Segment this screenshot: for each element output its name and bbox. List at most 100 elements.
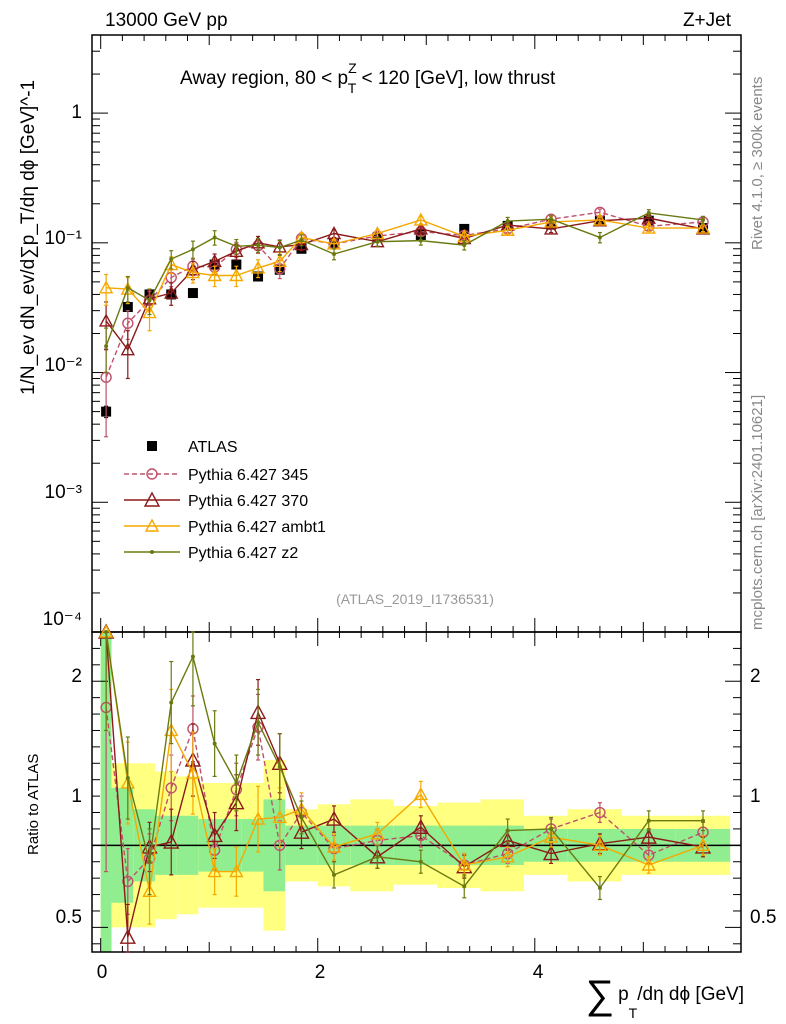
- data-point: [412, 818, 430, 834]
- series-line-pythia-6-427-370: [105, 217, 704, 352]
- ratio-y-tick-label-right-1: 1: [750, 786, 761, 807]
- y-tick-label-1e-2: 10⁻²: [45, 355, 83, 376]
- data-point: [594, 806, 606, 819]
- data-point: [332, 872, 337, 877]
- data-point: [542, 845, 560, 861]
- data-point: [646, 818, 651, 823]
- data-point: [370, 826, 385, 840]
- data-point: [234, 780, 239, 785]
- data-point: [142, 305, 157, 319]
- data-point: [229, 243, 244, 258]
- data-point: [190, 654, 195, 659]
- data-point: [163, 833, 180, 849]
- data-point: [646, 210, 651, 215]
- data-point: [500, 222, 515, 236]
- data-point: [459, 223, 470, 234]
- ratio-y-tick-label-right-0.5: 0.5: [750, 907, 776, 928]
- data-point: [641, 220, 656, 234]
- legend-marker: [147, 441, 157, 451]
- ratio-series-layer: [97, 623, 712, 953]
- data-point: [229, 268, 244, 282]
- legend-label-pythia-6-427-345: Pythia 6.427 345: [188, 467, 308, 484]
- data-point: [185, 765, 201, 779]
- ratio-panel-frame: [91, 631, 742, 953]
- data-point: [413, 221, 429, 235]
- series-pythia-6-427-ambt1: [98, 212, 711, 332]
- data-point: [543, 214, 559, 228]
- data-point: [164, 285, 179, 299]
- legend-label-atlas: ATLAS: [188, 439, 238, 456]
- data-point: [212, 741, 217, 746]
- data-point: [592, 837, 608, 852]
- data-point: [549, 826, 554, 831]
- data-point: [207, 268, 222, 282]
- data-point: [597, 886, 602, 890]
- series-line-pythia-6-427-z2: [105, 212, 704, 347]
- data-point: [325, 810, 343, 826]
- data-point: [190, 247, 195, 252]
- data-point: [231, 259, 242, 270]
- data-point: [500, 849, 515, 863]
- data-point: [120, 342, 135, 356]
- main-y-axis-label: 1/N_ev dN_ev/d∑p_T/dη dϕ [GeV]^-1: [18, 80, 39, 395]
- legend: ATLAS Pythia 6.427 345 Pythia 6.427 370 Pyt…: [124, 439, 326, 562]
- data-point: [122, 317, 134, 329]
- data-point: [640, 828, 657, 844]
- data-point: [592, 212, 608, 226]
- data-point: [229, 864, 244, 878]
- mcplots-side-label: mcplots.cern.ch [arXiv:2401.10621]: [749, 395, 766, 630]
- data-point: [165, 782, 177, 794]
- x-tick-label-2: 2: [315, 962, 326, 983]
- legend-entry-pythia-6-427-370: Pythia 6.427 370: [124, 491, 308, 510]
- data-point: [505, 828, 510, 833]
- data-point: [147, 298, 152, 303]
- data-point: [418, 238, 423, 243]
- ratio-y-tick-label-0.5: 0.5: [56, 907, 82, 928]
- data-point: [462, 884, 467, 889]
- data-point: [142, 883, 157, 897]
- data-point: [104, 630, 109, 634]
- header-left: 13000 GeV pp: [105, 10, 228, 31]
- data-point: [277, 245, 282, 250]
- data-point: [505, 219, 510, 224]
- main-panel-frame: [91, 34, 742, 633]
- data-point: [695, 220, 711, 234]
- data-point: [119, 928, 136, 944]
- ratio-y-tick-label-1: 1: [71, 786, 82, 807]
- x-axis-label: ∑ pT/dη dϕ [GeV]: [586, 973, 744, 1021]
- data-point: [169, 700, 174, 705]
- legend-marker: [144, 518, 160, 532]
- data-point: [207, 864, 222, 878]
- data-point: [695, 837, 711, 852]
- ratio-series-pythia-6-427-z2: [104, 630, 706, 901]
- y-tick-label-1: 1: [71, 102, 82, 123]
- rivet-side-label: Rivet 4.1.0, ≥ 300k events: [749, 77, 766, 250]
- data-point: [326, 839, 342, 853]
- ratio-y-axis-label: Ratio to ATLAS: [25, 754, 42, 855]
- x-tick-label-0: 0: [97, 962, 108, 983]
- ratio-panel: 2 1 0.5 2 1 0.5 0 2 4 Ratio to ATLAS ∑ pT…: [25, 623, 776, 1021]
- data-point: [549, 217, 554, 222]
- data-point: [375, 854, 380, 859]
- data-point: [413, 786, 429, 801]
- main-series-layer: [98, 206, 711, 438]
- data-point: [543, 221, 559, 235]
- data-point: [457, 857, 472, 871]
- ratio-uncertainty-bands: [100, 632, 731, 952]
- data-point: [418, 859, 423, 864]
- legend-entry-pythia-6-427-ambt1: Pythia 6.427 ambt1: [124, 518, 326, 536]
- header-right: Z+Jet: [683, 10, 732, 31]
- ratio-y-tick-label-right-2: 2: [750, 666, 761, 687]
- data-point: [299, 238, 304, 243]
- data-point: [212, 235, 217, 240]
- y-tick-label-1e-3: 10⁻³: [45, 482, 83, 503]
- main-title: Away region, 80 < pZ T < 120 [GeV], low t…: [180, 60, 556, 96]
- data-point: [701, 818, 706, 823]
- data-point: [125, 776, 130, 781]
- data-point: [250, 811, 266, 825]
- data-point: [332, 252, 337, 257]
- legend-marker: [146, 468, 158, 480]
- data-point: [375, 239, 380, 244]
- main-panel: 10⁻⁴ 10⁻³ 10⁻² 10⁻¹ 1 Away region, 80 < …: [18, 34, 742, 633]
